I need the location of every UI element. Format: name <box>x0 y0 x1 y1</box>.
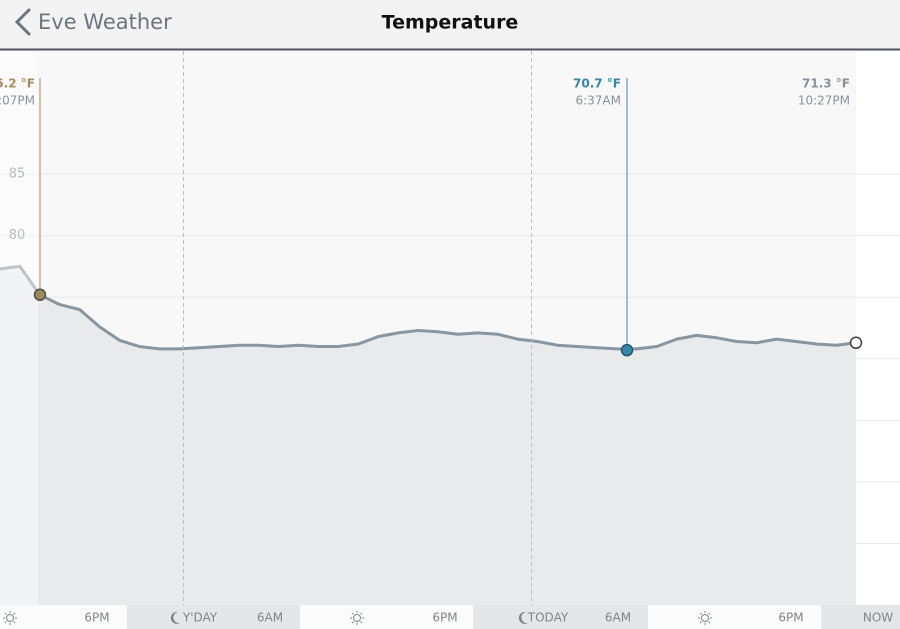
annotations: 75.2 °F 2:07PM 70.7 °F 6:37AM 71.3 °F 10:27PM <box>0 77 863 357</box>
marker-point <box>620 343 634 357</box>
future-area <box>856 51 900 605</box>
y-tick-label: 80 <box>9 228 26 243</box>
time-label: Y'DAY <box>182 611 218 625</box>
time-label: TODAY <box>527 611 569 625</box>
marker-value: 75.2 °F <box>0 77 35 91</box>
header-bar <box>0 0 900 49</box>
marker-value: 70.7 °F <box>573 77 621 91</box>
time-label: 6PM <box>778 611 803 625</box>
moon-icons <box>170 611 528 624</box>
time-label: NOW <box>863 611 893 625</box>
plot <box>0 264 857 605</box>
line <box>0 264 857 351</box>
marker-time: 10:27PM <box>798 94 850 108</box>
time-label: 6PM <box>432 611 457 625</box>
night-band <box>821 605 900 629</box>
night-band <box>127 605 300 629</box>
page-title: Temperature <box>382 12 519 34</box>
sun-icons <box>3 611 712 625</box>
time-label: 6AM <box>605 611 631 625</box>
marker-time: 2:07PM <box>0 94 35 108</box>
marker-time: 6:37AM <box>575 94 621 108</box>
time-label: 6AM <box>257 611 283 625</box>
history-fade <box>0 51 38 605</box>
night-band <box>473 605 648 629</box>
area <box>0 266 856 605</box>
marker-point <box>849 336 863 350</box>
marker-value: 71.3 °F <box>802 77 850 91</box>
back-chevron[interactable] <box>14 8 31 36</box>
time-label: 6PM <box>84 611 109 625</box>
y-tick-label: 85 <box>9 167 26 182</box>
back-label[interactable]: Eve Weather <box>38 10 172 34</box>
marker-point <box>33 288 47 302</box>
time-bar: 6PM Y'DAY 6AM 6PM TODAY 6AM 6PM NOW <box>0 605 900 629</box>
